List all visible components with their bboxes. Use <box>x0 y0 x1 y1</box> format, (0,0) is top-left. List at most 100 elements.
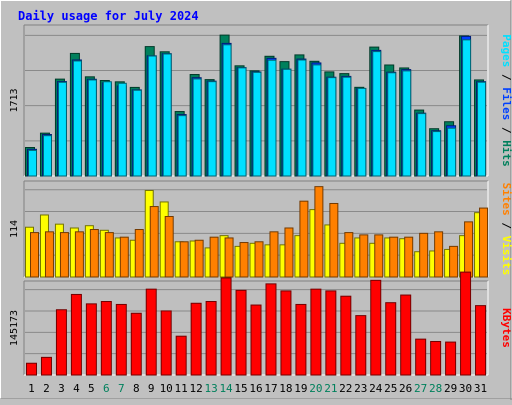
bar-pages-day-29 <box>447 127 457 177</box>
x-tick-label-day-8: 8 <box>133 382 140 395</box>
bar-sites-day-2 <box>44 231 54 278</box>
bar-sites-day-25 <box>389 236 399 278</box>
x-tick-label-day-30: 30 <box>459 382 472 395</box>
x-tick-label-day-14: 14 <box>219 382 233 395</box>
legend-part: KBytes <box>500 308 512 348</box>
bar-kbytes-day-9 <box>145 288 157 376</box>
bar-pages-day-6 <box>102 81 112 177</box>
x-tick-label-day-27: 27 <box>414 382 427 395</box>
y-axis-max-label-visits-sites: 114 <box>9 220 20 238</box>
bar-pages-day-8 <box>132 89 142 177</box>
bar-sites-day-6 <box>104 232 114 278</box>
x-tick-label-day-23: 23 <box>354 382 367 395</box>
bar-pages-day-7 <box>117 82 127 177</box>
x-tick-label-day-12: 12 <box>190 382 203 395</box>
legend-part: Pages <box>500 34 512 67</box>
bar-pages-day-2 <box>42 135 52 177</box>
bar-sites-day-12 <box>194 239 204 278</box>
bar-sites-day-23 <box>359 234 369 278</box>
bar-sites-day-9 <box>149 206 159 278</box>
bar-sites-day-30 <box>464 221 474 278</box>
bar-pages-day-1 <box>28 149 37 177</box>
bar-kbytes-day-24 <box>370 279 382 376</box>
x-tick-label-day-26: 26 <box>399 382 412 395</box>
bar-pages-day-31 <box>477 81 487 177</box>
bar-pages-day-26 <box>402 70 412 177</box>
bar-sites-day-4 <box>74 231 84 278</box>
bar-sites-day-21 <box>329 202 339 278</box>
bar-sites-day-7 <box>119 236 129 278</box>
bars-visits-sites <box>25 186 489 278</box>
bar-pages-day-11 <box>177 115 187 177</box>
bar-pages-day-30 <box>462 39 472 177</box>
panel-legend-visits-sites: Sites / Visits <box>500 183 512 276</box>
bar-kbytes-day-28 <box>430 340 442 376</box>
bar-sites-day-26 <box>404 236 414 278</box>
x-tick-label-day-3: 3 <box>58 382 65 395</box>
legend-part: / <box>500 120 512 140</box>
panel-legend-hits-files-pages: Pages / Files / Hits <box>500 34 512 167</box>
bar-kbytes-day-16 <box>250 304 262 376</box>
bar-pages-day-16 <box>252 71 262 177</box>
bar-pages-day-3 <box>57 81 67 177</box>
bar-sites-day-10 <box>164 216 174 278</box>
bar-sites-day-19 <box>299 200 309 278</box>
legend-part: / <box>500 216 512 236</box>
bar-kbytes-day-15 <box>235 289 247 376</box>
bar-pages-day-18 <box>282 68 292 177</box>
bar-sites-day-14 <box>224 237 234 278</box>
bar-sites-day-1 <box>30 232 39 278</box>
y-axis-max-label-kbytes: 145173 <box>9 310 20 346</box>
bar-sites-day-20 <box>314 186 324 278</box>
x-tick-label-day-31: 31 <box>474 382 487 395</box>
x-tick-label-day-17: 17 <box>264 382 277 395</box>
bar-pages-day-20 <box>312 64 322 177</box>
x-tick-label-day-21: 21 <box>324 382 337 395</box>
x-tick-label-day-22: 22 <box>339 382 352 395</box>
bar-kbytes-day-12 <box>190 302 202 376</box>
legend-part: Files <box>500 87 512 120</box>
bar-kbytes-day-6 <box>100 301 112 376</box>
bar-kbytes-day-18 <box>280 290 292 376</box>
bar-kbytes-day-14 <box>220 277 232 376</box>
bar-kbytes-day-10 <box>160 310 172 376</box>
bar-kbytes-day-30 <box>460 271 472 376</box>
chart-title: Daily usage for July 2024 <box>18 9 199 23</box>
bar-sites-day-29 <box>449 245 459 278</box>
bar-sites-day-22 <box>344 232 354 278</box>
bar-pages-day-4 <box>72 60 82 177</box>
bar-pages-day-27 <box>417 113 427 177</box>
bar-kbytes-day-5 <box>85 303 97 376</box>
bar-kbytes-day-7 <box>115 303 127 376</box>
bar-kbytes-day-2 <box>40 356 52 376</box>
panel-legend-kbytes: KBytes <box>500 308 512 348</box>
bar-kbytes-day-1 <box>26 362 37 376</box>
bar-pages-day-13 <box>207 81 217 177</box>
bar-kbytes-day-13 <box>205 301 217 376</box>
x-tick-label-day-7: 7 <box>118 382 125 395</box>
bar-kbytes-day-11 <box>175 335 187 376</box>
x-tick-label-day-29: 29 <box>444 382 457 395</box>
bar-pages-day-15 <box>237 67 247 177</box>
bar-kbytes-day-19 <box>295 303 307 376</box>
bar-kbytes-day-3 <box>55 309 67 376</box>
panel-visits-sites: 114 Sites / Visits <box>9 180 512 278</box>
bar-kbytes-day-20 <box>310 288 322 376</box>
x-tick-label-day-15: 15 <box>234 382 247 395</box>
legend-part: Hits <box>500 140 512 167</box>
bar-sites-day-11 <box>179 241 189 278</box>
bar-kbytes-day-29 <box>445 341 457 376</box>
x-tick-label-day-13: 13 <box>204 382 217 395</box>
bar-kbytes-day-31 <box>475 305 487 376</box>
bar-pages-day-9 <box>147 55 157 177</box>
bar-kbytes-day-8 <box>130 312 142 376</box>
bar-kbytes-day-23 <box>355 315 367 376</box>
x-tick-label-day-10: 10 <box>160 382 173 395</box>
bar-sites-day-8 <box>134 229 144 278</box>
bar-pages-day-24 <box>372 51 382 177</box>
bar-kbytes-day-4 <box>70 293 82 376</box>
bar-pages-day-22 <box>342 76 352 177</box>
bar-sites-day-24 <box>374 234 384 278</box>
